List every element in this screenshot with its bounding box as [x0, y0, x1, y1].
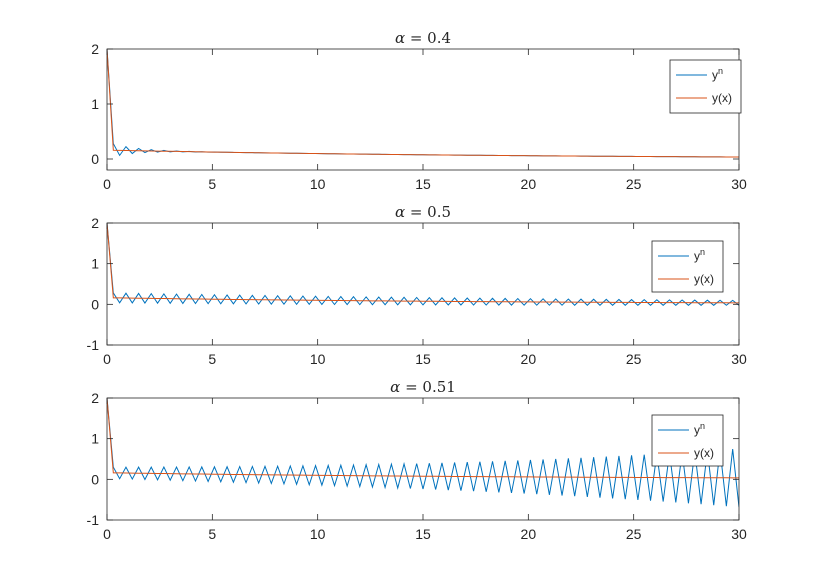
y-tick-label: 2 [91, 390, 99, 406]
title-value: = 0.4 [405, 29, 451, 47]
legend-entry-label: y(x) [694, 272, 714, 286]
x-tick-label: 0 [103, 176, 111, 192]
subplot-1: 0 5 10 15 20 25 30 0 1 2 α = 0.4 yn y(x) [91, 29, 747, 192]
y-tick-label: 1 [91, 96, 99, 112]
series-line-2 [107, 398, 739, 479]
y-tick-label: 2 [91, 41, 99, 57]
y-tick-label: 0 [91, 151, 99, 167]
legend-entry-label: y(x) [694, 446, 714, 460]
x-tick-label: 15 [415, 351, 431, 367]
legend-superscript: n [700, 421, 705, 431]
legend-box [669, 59, 742, 114]
series-group [107, 223, 739, 306]
x-tick-label: 20 [521, 351, 537, 367]
x-tick-label: 5 [208, 526, 216, 542]
x-tick-label: 10 [310, 176, 326, 192]
plot-area [107, 398, 739, 520]
legend-entry-label: yn [694, 247, 705, 263]
y-tick-label: 0 [91, 471, 99, 487]
legend-superscript: n [718, 66, 723, 76]
series-line-1 [107, 398, 739, 508]
legend: yn y(x) [651, 414, 724, 467]
chart-title: α = 0.51 [390, 378, 456, 396]
y-tick-label: 2 [91, 215, 99, 231]
y-tick-label: 0 [91, 296, 99, 312]
legend-box [651, 240, 724, 293]
x-tick-label: 0 [103, 526, 111, 542]
x-tick-label: 25 [626, 526, 642, 542]
legend-entry-label: y(x) [712, 91, 732, 105]
title-symbol: α [395, 29, 405, 47]
x-tick-label: 30 [731, 176, 747, 192]
x-tick-label: 10 [310, 526, 326, 542]
x-tick-label: 20 [521, 526, 537, 542]
series-group [107, 49, 739, 158]
x-tick-label: 10 [310, 351, 326, 367]
legend: yn y(x) [651, 240, 724, 293]
series-line-1 [107, 223, 739, 306]
y-tick-label: -1 [87, 512, 100, 528]
title-value: = 0.5 [405, 203, 451, 221]
x-tick-label: 15 [415, 526, 431, 542]
plot-area [107, 223, 739, 345]
y-tick-label: 1 [91, 431, 99, 447]
legend-entry-label: yn [694, 421, 705, 437]
chart-title: α = 0.5 [395, 203, 451, 221]
series-group [107, 398, 739, 508]
title-value: = 0.51 [400, 378, 456, 396]
legend-superscript: n [700, 247, 705, 257]
x-tick-label: 30 [731, 526, 747, 542]
y-tick-label: -1 [87, 337, 100, 353]
legend-entry-label: yn [712, 66, 723, 82]
x-tick-label: 0 [103, 351, 111, 367]
x-tick-label: 5 [208, 176, 216, 192]
title-symbol: α [395, 203, 405, 221]
plot-area [107, 49, 739, 170]
x-tick-label: 25 [626, 176, 642, 192]
series-line-2 [107, 223, 739, 304]
series-line-2 [107, 49, 739, 158]
x-tick-label: 20 [521, 176, 537, 192]
x-tick-label: 5 [208, 351, 216, 367]
chart-title: α = 0.4 [395, 29, 451, 47]
title-symbol: α [390, 378, 400, 396]
y-tick-label: 1 [91, 256, 99, 272]
legend-box [651, 414, 724, 467]
x-tick-label: 30 [731, 351, 747, 367]
x-tick-label: 15 [415, 176, 431, 192]
x-tick-label: 25 [626, 351, 642, 367]
legend: yn y(x) [669, 59, 742, 114]
